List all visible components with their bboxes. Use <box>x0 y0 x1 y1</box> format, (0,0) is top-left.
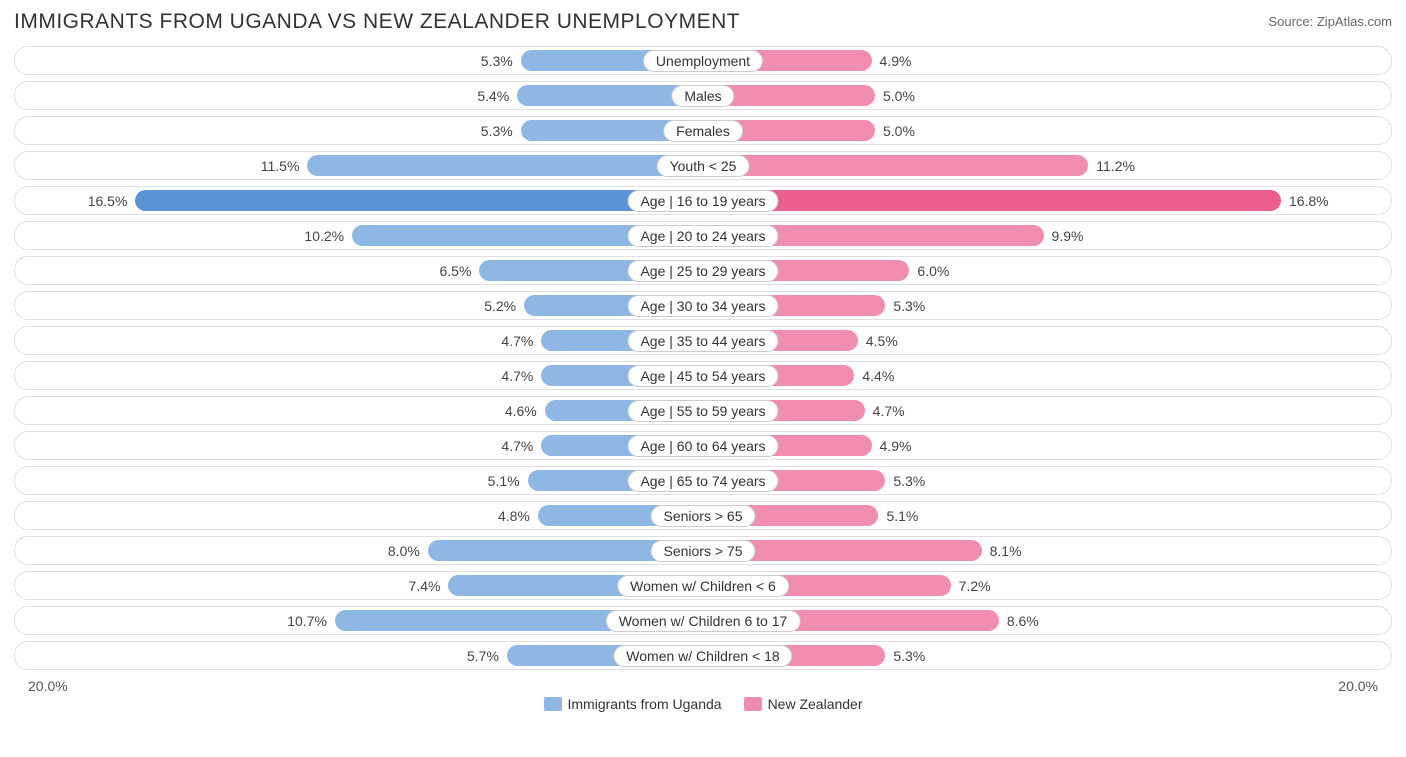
category-label: Age | 16 to 19 years <box>627 190 778 212</box>
legend-swatch-right <box>744 697 762 711</box>
category-label: Age | 60 to 64 years <box>627 435 778 457</box>
legend: Immigrants from Uganda New Zealander <box>14 696 1392 712</box>
category-label: Males <box>671 85 734 107</box>
legend-label-left: Immigrants from Uganda <box>568 696 722 712</box>
value-right: 8.6% <box>999 607 1039 634</box>
category-label: Age | 55 to 59 years <box>627 400 778 422</box>
category-label: Unemployment <box>643 50 763 72</box>
value-right: 5.3% <box>885 292 925 319</box>
value-left: 5.3% <box>481 117 521 144</box>
value-right: 4.4% <box>854 362 894 389</box>
chart-row: 4.7% 4.4% Age | 45 to 54 years <box>14 361 1392 390</box>
chart-row: 8.0% 8.1% Seniors > 75 <box>14 536 1392 565</box>
category-label: Women w/ Children < 6 <box>617 575 789 597</box>
value-left: 4.8% <box>498 502 538 529</box>
value-right: 4.9% <box>872 432 912 459</box>
value-left: 8.0% <box>388 537 428 564</box>
value-left: 4.7% <box>501 432 541 459</box>
category-label: Seniors > 65 <box>651 505 756 527</box>
chart-row: 7.4% 7.2% Women w/ Children < 6 <box>14 571 1392 600</box>
value-right: 4.5% <box>858 327 898 354</box>
value-right: 11.2% <box>1088 152 1135 179</box>
chart-row: 4.6% 4.7% Age | 55 to 59 years <box>14 396 1392 425</box>
value-left: 5.7% <box>467 642 507 669</box>
value-right: 5.0% <box>875 117 915 144</box>
value-right: 9.9% <box>1044 222 1084 249</box>
value-right: 4.7% <box>865 397 905 424</box>
legend-item-left: Immigrants from Uganda <box>544 696 722 712</box>
category-label: Age | 45 to 54 years <box>627 365 778 387</box>
value-right: 8.1% <box>982 537 1022 564</box>
chart-row: 16.5% 16.8% Age | 16 to 19 years <box>14 186 1392 215</box>
chart-row: 11.5% 11.2% Youth < 25 <box>14 151 1392 180</box>
value-right: 5.1% <box>878 502 918 529</box>
chart-row: 4.7% 4.5% Age | 35 to 44 years <box>14 326 1392 355</box>
category-label: Women w/ Children < 18 <box>613 645 792 667</box>
category-label: Youth < 25 <box>657 155 750 177</box>
chart-row: 5.4% 5.0% Males <box>14 81 1392 110</box>
value-right: 5.3% <box>885 642 925 669</box>
bar-left <box>307 155 703 176</box>
category-label: Age | 20 to 24 years <box>627 225 778 247</box>
value-right: 7.2% <box>951 572 991 599</box>
bar-right <box>703 155 1088 176</box>
legend-label-right: New Zealander <box>768 696 863 712</box>
chart-footer: 20.0% 20.0% Immigrants from Uganda New Z… <box>14 676 1392 712</box>
value-left: 10.7% <box>287 607 335 634</box>
diverging-bar-chart: 5.3% 4.9% Unemployment 5.4% 5.0% Males 5.3% 5.0… <box>14 46 1392 670</box>
chart-row: 5.7% 5.3% Women w/ Children < 18 <box>14 641 1392 670</box>
category-label: Females <box>663 120 743 142</box>
value-left: 5.4% <box>477 82 517 109</box>
chart-row: 4.7% 4.9% Age | 60 to 64 years <box>14 431 1392 460</box>
legend-item-right: New Zealander <box>744 696 863 712</box>
legend-swatch-left <box>544 697 562 711</box>
chart-row: 5.3% 5.0% Females <box>14 116 1392 145</box>
category-label: Age | 30 to 34 years <box>627 295 778 317</box>
category-label: Women w/ Children 6 to 17 <box>606 610 801 632</box>
value-right: 5.3% <box>885 467 925 494</box>
value-right: 5.0% <box>875 82 915 109</box>
axis-right-max: 20.0% <box>1338 678 1378 694</box>
chart-row: 4.8% 5.1% Seniors > 65 <box>14 501 1392 530</box>
value-left: 4.7% <box>501 362 541 389</box>
page-title: IMMIGRANTS FROM UGANDA VS NEW ZEALANDER … <box>14 10 740 34</box>
category-label: Seniors > 75 <box>651 540 756 562</box>
category-label: Age | 65 to 74 years <box>627 470 778 492</box>
category-label: Age | 25 to 29 years <box>627 260 778 282</box>
axis-labels: 20.0% 20.0% <box>14 676 1392 694</box>
value-left: 5.1% <box>488 467 528 494</box>
value-left: 4.7% <box>501 327 541 354</box>
chart-row: 5.2% 5.3% Age | 30 to 34 years <box>14 291 1392 320</box>
value-right: 16.8% <box>1281 187 1329 214</box>
axis-left-max: 20.0% <box>28 678 68 694</box>
chart-row: 6.5% 6.0% Age | 25 to 29 years <box>14 256 1392 285</box>
header: IMMIGRANTS FROM UGANDA VS NEW ZEALANDER … <box>14 10 1392 34</box>
chart-row: 10.2% 9.9% Age | 20 to 24 years <box>14 221 1392 250</box>
value-left: 5.3% <box>481 47 521 74</box>
value-right: 4.9% <box>872 47 912 74</box>
value-left: 5.2% <box>484 292 524 319</box>
bar-left <box>135 190 703 211</box>
source-attribution: Source: ZipAtlas.com <box>1268 10 1392 29</box>
value-left: 7.4% <box>409 572 449 599</box>
value-left: 16.5% <box>88 187 136 214</box>
value-right: 6.0% <box>909 257 949 284</box>
value-left: 6.5% <box>439 257 479 284</box>
value-left: 4.6% <box>505 397 545 424</box>
chart-row: 5.1% 5.3% Age | 65 to 74 years <box>14 466 1392 495</box>
value-left: 10.2% <box>304 222 352 249</box>
value-left: 11.5% <box>261 152 308 179</box>
bar-right <box>703 190 1281 211</box>
chart-row: 5.3% 4.9% Unemployment <box>14 46 1392 75</box>
category-label: Age | 35 to 44 years <box>627 330 778 352</box>
chart-row: 10.7% 8.6% Women w/ Children 6 to 17 <box>14 606 1392 635</box>
